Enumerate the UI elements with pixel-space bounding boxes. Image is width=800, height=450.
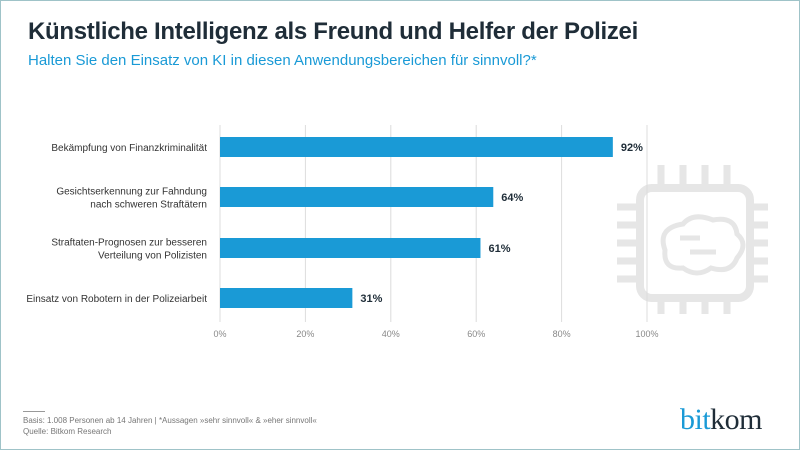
bar	[220, 288, 353, 308]
chip-brain-icon	[617, 165, 768, 314]
x-tick-label: 100%	[635, 329, 658, 339]
category-label: Verteilung von Polizisten	[98, 251, 207, 262]
x-tick-label: 60%	[467, 329, 485, 339]
data-label: 31%	[360, 293, 382, 305]
category-label: Bekämpfung von Finanzkriminalität	[51, 143, 207, 154]
bar	[220, 238, 481, 258]
bitkom-logo: bitkom	[680, 403, 763, 436]
category-label: Gesichtserkennung zur Fahndung	[56, 187, 207, 198]
category-label: nach schweren Straftätern	[90, 200, 207, 211]
chart-subtitle: Halten Sie den Einsatz von KI in diesen …	[28, 52, 537, 69]
category-label: Straftaten-Prognosen zur besseren	[51, 238, 207, 249]
footer-basis: Basis: 1.008 Personen ab 14 Jahren | *Au…	[23, 416, 317, 425]
data-label: 61%	[488, 243, 510, 255]
footer-source: Quelle: Bitkom Research	[23, 427, 112, 436]
x-tick-label: 80%	[553, 329, 571, 339]
chart-title: Künstliche Intelligenz als Freund und He…	[28, 18, 638, 45]
footer-divider	[23, 411, 45, 412]
data-label: 64%	[501, 192, 523, 204]
data-label: 92%	[621, 142, 643, 154]
x-tick-label: 0%	[213, 329, 226, 339]
x-tick-label: 40%	[382, 329, 400, 339]
bar	[220, 137, 613, 157]
x-tick-label: 20%	[296, 329, 314, 339]
category-label: Einsatz von Robotern in der Polizeiarbei…	[26, 294, 207, 305]
bar	[220, 187, 494, 207]
